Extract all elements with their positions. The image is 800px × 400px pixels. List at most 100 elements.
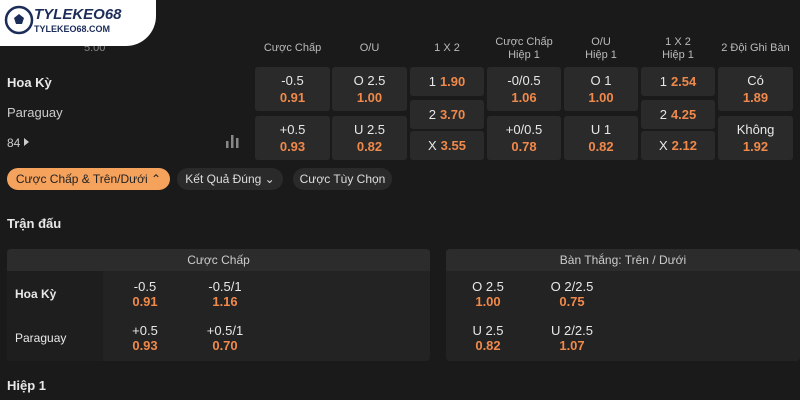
logo-ball (4, 5, 34, 35)
tab[interactable]: Cược Tùy Chọn (293, 168, 392, 190)
odds-label: O 1 (590, 73, 612, 88)
odds-label: +0/0.5 (505, 122, 543, 137)
home-team: Hoa Kỳ (7, 75, 52, 90)
odds-value: 2.54 (670, 74, 697, 89)
odds-cell[interactable]: +0.5/1 0.70 (185, 323, 265, 353)
odds-label: -0.5 (133, 279, 157, 294)
odds-cell[interactable]: +0.5 0.93 (255, 116, 330, 160)
odds-label: 1 (428, 74, 436, 89)
tab[interactable]: Kết Quả Đúng ⌄ (177, 168, 283, 190)
header-line: Hiệp 1 (585, 49, 617, 61)
odds-cell[interactable]: U 2.5 0.82 (448, 323, 528, 353)
tab[interactable]: Cược Chấp & Trên/Dưới ⌃ (7, 168, 170, 190)
odds-cell[interactable]: O 1 1.00 (564, 67, 638, 111)
odds-label: Không (736, 122, 775, 137)
odds-value: 1.00 (588, 90, 614, 105)
odds-label: X (659, 138, 668, 153)
odds-value: 1.89 (742, 90, 769, 105)
header-line: Hiệp 1 (662, 49, 694, 61)
away-team: Paraguay (7, 105, 63, 120)
odds-value: 1.07 (559, 338, 585, 353)
odds-cell[interactable]: U 2/2.5 1.07 (532, 323, 612, 353)
odds-cell[interactable]: O 2/2.5 0.75 (532, 279, 612, 309)
odds-value: 4.25 (670, 107, 697, 122)
header-line: O/U (591, 36, 611, 48)
odds-value: 1.16 (212, 294, 238, 309)
odds-cell[interactable]: 1 2.54 (641, 67, 715, 96)
column-header: Cược Chấp (255, 42, 330, 55)
odds-cell[interactable]: -0.5 0.91 (255, 67, 330, 111)
odds-value: 0.91 (132, 294, 158, 309)
logo-name: TYLEKEO68 (34, 6, 122, 23)
odds-label: 2 (428, 107, 436, 122)
odds-cell[interactable]: 1 1.90 (410, 67, 484, 96)
odds-cell[interactable]: 2 3.70 (410, 100, 484, 129)
odds-label: U 2.5 (472, 323, 504, 338)
odds-cell[interactable]: Có 1.89 (718, 67, 793, 111)
odds-label: U 2.5 (353, 122, 386, 137)
odds-cell[interactable]: 2 4.25 (641, 100, 715, 129)
odds-cell[interactable]: O 2.5 1.00 (332, 67, 407, 111)
odds-value: 0.93 (132, 338, 158, 353)
odds-value: 0.91 (279, 90, 306, 105)
odds-cell[interactable]: X 2.12 (641, 131, 715, 160)
column-header: O/U Hiệp 1 (564, 36, 638, 62)
header-line: 2 Đội Ghi Bàn (721, 42, 790, 54)
panel-header: Bàn Thắng: Trên / Dưới (446, 249, 800, 271)
more-arrow (24, 138, 29, 146)
header-line: 1 X 2 (665, 36, 691, 48)
odds-value: 0.82 (475, 338, 501, 353)
odds-label: U 2/2.5 (551, 323, 593, 338)
odds-cell[interactable]: O 2.5 1.00 (448, 279, 528, 309)
odds-cell[interactable]: U 2.5 0.82 (332, 116, 407, 160)
odds-cell[interactable]: +0.5 0.93 (105, 323, 185, 353)
odds-label: +0.5 (279, 122, 306, 137)
odds-value: 3.55 (440, 138, 466, 153)
header-line: O/U (359, 42, 380, 54)
odds-cell[interactable]: +0/0.5 0.78 (487, 116, 561, 160)
odds-label: X (428, 138, 437, 153)
odds-value: 1.92 (742, 139, 769, 154)
odds-cell[interactable]: X 3.55 (410, 131, 484, 160)
odds-cell[interactable]: -0.5 0.91 (105, 279, 185, 309)
odds-value: 0.70 (212, 338, 238, 353)
odds-value: 1.90 (439, 74, 466, 89)
column-header: 1 X 2 (410, 42, 484, 55)
odds-value: 1.06 (511, 90, 537, 105)
column-header: 2 Đội Ghi Bàn (718, 42, 793, 55)
odds-value: 0.75 (559, 294, 585, 309)
logo-site: TYLEKEO68.COM (34, 24, 111, 34)
odds-cell[interactable]: Không 1.92 (718, 116, 793, 160)
odds-label: Có (747, 73, 764, 88)
odds-cell[interactable]: -0.5/1 1.16 (185, 279, 265, 309)
odds-value: 2.12 (671, 138, 697, 153)
odds-label: +0.5 (132, 323, 158, 338)
odds-cell[interactable]: U 1 0.82 (564, 116, 638, 160)
odds-value: 0.82 (356, 139, 383, 154)
odds-label: 1 (659, 74, 667, 89)
column-header: Cược Chấp Hiệp 1 (487, 36, 561, 62)
header-line: Hiệp 1 (508, 49, 540, 61)
header-line: 1 X 2 (434, 42, 460, 54)
column-header: 1 X 2 Hiệp 1 (641, 36, 715, 62)
odds-label: -0/0.5 (507, 73, 541, 88)
section-title: Trận đấu (7, 216, 62, 231)
stats-icon[interactable] (225, 133, 241, 149)
odds-label: -0.5/1 (208, 279, 242, 294)
odds-label: +0.5/1 (206, 323, 244, 338)
header-line: Cược Chấp (495, 36, 553, 48)
odds-value: 3.70 (439, 107, 466, 122)
odds-value: 0.82 (588, 139, 614, 154)
odds-label: O 2.5 (353, 73, 386, 88)
odds-value: 1.00 (475, 294, 501, 309)
more-markets[interactable]: 84 (7, 136, 21, 150)
team-column (7, 271, 103, 361)
odds-label: U 1 (590, 122, 612, 137)
team-name: Paraguay (15, 331, 67, 345)
odds-cell[interactable]: -0/0.5 1.06 (487, 67, 561, 111)
odds-value: 0.78 (511, 139, 537, 154)
header-line: Cược Chấp (263, 42, 322, 54)
odds-value: 0.93 (279, 139, 306, 154)
odds-label: -0.5 (281, 73, 304, 88)
